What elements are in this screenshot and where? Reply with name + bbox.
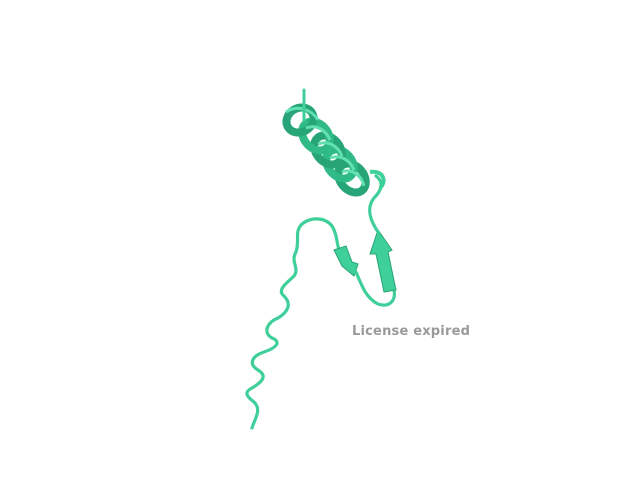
coil-tail [245, 217, 342, 430]
beta-turn [354, 270, 396, 307]
beta-strand-1 [333, 245, 359, 277]
license-watermark: License expired [352, 324, 471, 339]
alpha-helix [282, 103, 386, 197]
beta-strand-2 [369, 228, 397, 293]
helix-strand-loop [368, 174, 383, 234]
